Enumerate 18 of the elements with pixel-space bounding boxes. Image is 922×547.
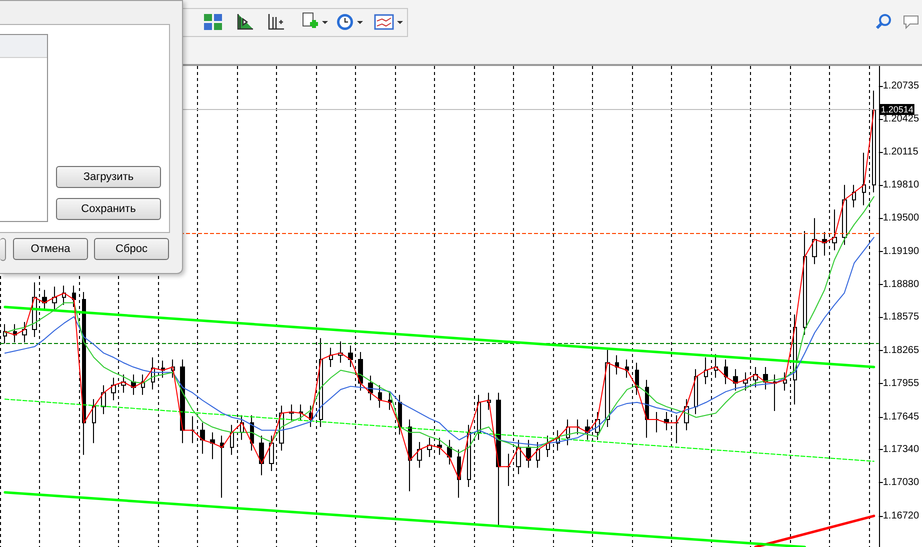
ref-line-label: 1.20514 <box>880 104 914 114</box>
y-tick-label: 1.18265 <box>882 344 920 356</box>
y-tick-label: 1.17645 <box>882 411 920 422</box>
y-tick-label: 1.19500 <box>882 212 920 224</box>
annotation: Сохранить <box>56 198 161 220</box>
y-tick-label: 1.19810 <box>882 179 920 190</box>
y-tick-label: 1.17955 <box>882 378 920 390</box>
y-tick-label: 1.17340 <box>882 444 920 456</box>
y-tick-label: 1.20115 <box>882 146 919 158</box>
y-tick-label: 1.18880 <box>882 279 920 290</box>
y-tick-label: 1.16720 <box>882 510 920 522</box>
annotation: Сброс <box>94 238 169 260</box>
y-tick-label: 1.17030 <box>882 477 920 488</box>
y-tick-label: 1.18575 <box>882 312 920 323</box>
y-tick-label: 1.20735 <box>882 80 920 92</box>
annotation: Загрузить <box>56 166 161 188</box>
y-tick-label: 1.19190 <box>882 246 920 257</box>
annotation: Отмена <box>13 238 88 260</box>
